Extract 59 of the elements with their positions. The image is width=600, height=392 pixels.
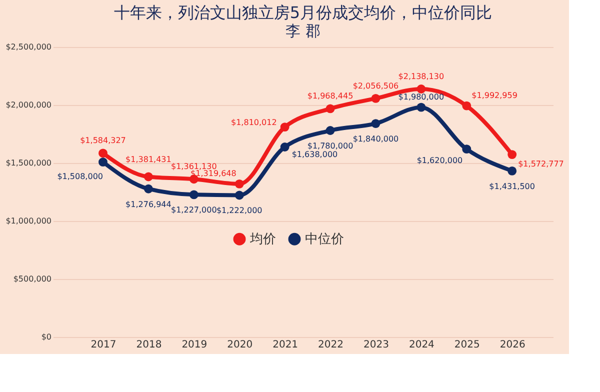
data-label: $1,620,000 — [416, 156, 463, 166]
y-tick-label: $0 — [41, 332, 52, 342]
data-label: $1,431,500 — [489, 182, 535, 191]
data-label: $1,572,777 — [518, 160, 564, 169]
data-label: $1,276,944 — [126, 200, 172, 209]
point — [416, 102, 426, 112]
chart-subtitle: 李 郡 — [286, 22, 320, 40]
x-tick-label: 2024 — [408, 340, 434, 350]
data-label: $1,361,130 — [171, 162, 217, 172]
point — [326, 104, 335, 114]
x-tick-label: 2026 — [500, 340, 526, 350]
point — [98, 148, 108, 158]
y-tick-label: $500,000 — [13, 274, 52, 284]
y-tick-label: $2,000,000 — [6, 100, 52, 110]
x-tick-label: 2023 — [364, 340, 389, 350]
x-tick-label: 2020 — [227, 340, 253, 350]
x-tick-label: 2018 — [136, 340, 162, 350]
y-tick-label: $1,500,000 — [6, 158, 52, 168]
point — [508, 166, 517, 176]
data-label: $1,980,000 — [398, 92, 444, 102]
point — [144, 184, 153, 194]
point — [326, 126, 335, 135]
point — [462, 144, 472, 154]
point — [234, 190, 244, 200]
legend-label: 均价 — [249, 232, 276, 248]
data-label: $2,056,506 — [352, 81, 399, 90]
point — [462, 101, 472, 110]
data-label: $1,508,000 — [57, 172, 103, 182]
point — [371, 94, 380, 103]
x-tick-label: 2021 — [272, 340, 298, 350]
x-tick-label: 2022 — [318, 340, 344, 350]
point — [508, 150, 517, 160]
point — [144, 172, 153, 182]
point — [371, 119, 380, 128]
data-label: $1,840,000 — [352, 134, 399, 144]
legend-label: 中位价 — [305, 232, 344, 248]
chart-title: 十年来，列治文山独立房5月份成交均价，中位价同比 — [114, 3, 492, 22]
data-label: $1,638,000 — [292, 150, 338, 159]
data-label: $1,319,648 — [190, 168, 236, 178]
point — [280, 122, 290, 132]
point — [234, 179, 244, 188]
x-tick-label: 2019 — [182, 340, 208, 350]
data-label: $1,381,431 — [126, 154, 172, 164]
data-label: $1,810,012 — [231, 118, 277, 128]
x-tick-label: 2017 — [90, 340, 116, 350]
y-tick-label: $2,500,000 — [6, 42, 52, 52]
data-label: $2,138,130 — [398, 72, 444, 81]
y-tick-label: $1,000,000 — [6, 216, 52, 226]
point — [189, 190, 198, 200]
x-tick-label: 2025 — [454, 340, 480, 350]
point — [280, 142, 290, 152]
point — [416, 84, 426, 94]
data-label: $1,227,000 — [171, 206, 217, 215]
data-label: $1,968,445 — [307, 92, 354, 101]
data-label: $1,992,959 — [472, 90, 518, 100]
data-label: $1,780,000 — [307, 142, 354, 151]
point — [98, 158, 108, 167]
data-label: $1,584,327 — [80, 136, 126, 146]
data-label: $1,222,000 — [216, 206, 262, 216]
